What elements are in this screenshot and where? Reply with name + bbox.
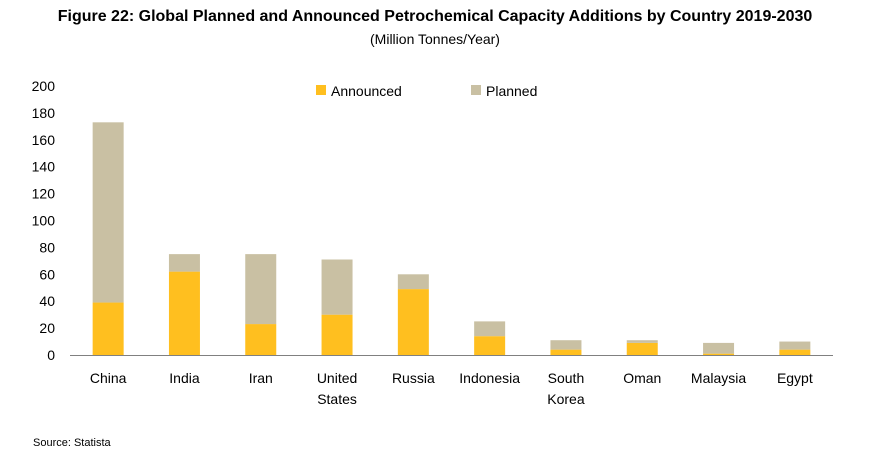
bar-planned-india <box>168 254 200 272</box>
bar-announced-south-korea <box>550 349 582 355</box>
x-tick-label: Russia <box>392 370 435 386</box>
y-tick-label: 40 <box>39 293 55 309</box>
bars <box>92 122 811 355</box>
y-tick-label: 80 <box>39 239 55 255</box>
bar-announced-indonesia <box>474 336 506 355</box>
bar-planned-united-states <box>321 259 353 315</box>
bar-announced-russia <box>397 289 429 355</box>
bar-planned-indonesia <box>474 321 506 337</box>
source-note: Source: Statista <box>33 437 111 449</box>
y-tick-label: 120 <box>32 186 56 202</box>
y-tick-label: 160 <box>32 132 56 148</box>
x-tick-label: United States <box>317 370 357 407</box>
y-tick-label: 200 <box>32 78 56 94</box>
bar-announced-egypt <box>779 349 811 355</box>
y-tick-label: 180 <box>32 105 56 121</box>
bar-announced-oman <box>626 342 658 355</box>
x-tick-label: Malaysia <box>691 370 746 386</box>
bar-planned-egypt <box>779 341 811 350</box>
bar-planned-russia <box>397 274 429 290</box>
bar-announced-united-states <box>321 314 353 355</box>
bar-planned-south-korea <box>550 340 582 350</box>
bar-planned-oman <box>626 340 658 343</box>
bar-planned-iran <box>245 254 277 325</box>
x-tick-label: Egypt <box>777 370 813 386</box>
x-tick-label: China <box>90 370 127 386</box>
chart-title: Figure 22: Global Planned and Announced … <box>57 8 813 25</box>
legend-label-announced: Announced <box>331 83 402 99</box>
bar-announced-china <box>92 302 124 355</box>
legend-swatch-planned <box>471 85 481 95</box>
y-tick-label: 100 <box>32 213 56 229</box>
y-tick-label: 20 <box>39 320 55 336</box>
chart-subtitle: (Million Tonnes/Year) <box>370 31 500 47</box>
x-axis-labels: China India Iran United States Russia Indonesi… <box>90 370 813 407</box>
x-tick-label: South Korea <box>547 370 585 407</box>
legend-swatch-announced <box>316 85 326 95</box>
bar-announced-india <box>168 271 200 355</box>
legend-label-planned: Planned <box>486 83 537 99</box>
y-tick-label: 60 <box>39 266 55 282</box>
y-axis-ticks: 0 20 40 60 80 100 120 140 160 180 200 <box>32 78 56 363</box>
bar-announced-iran <box>245 324 277 355</box>
legend: Announced Planned <box>316 83 537 99</box>
y-tick-label: 140 <box>32 159 56 175</box>
bar-planned-china <box>92 122 124 303</box>
x-tick-label: Iran <box>249 370 273 386</box>
y-tick-label: 0 <box>47 347 55 363</box>
x-tick-label: India <box>169 370 200 386</box>
x-tick-label: Indonesia <box>459 370 520 386</box>
x-tick-label: Oman <box>623 370 661 386</box>
bar-planned-malaysia <box>703 342 735 354</box>
bar-announced-malaysia <box>703 353 735 355</box>
